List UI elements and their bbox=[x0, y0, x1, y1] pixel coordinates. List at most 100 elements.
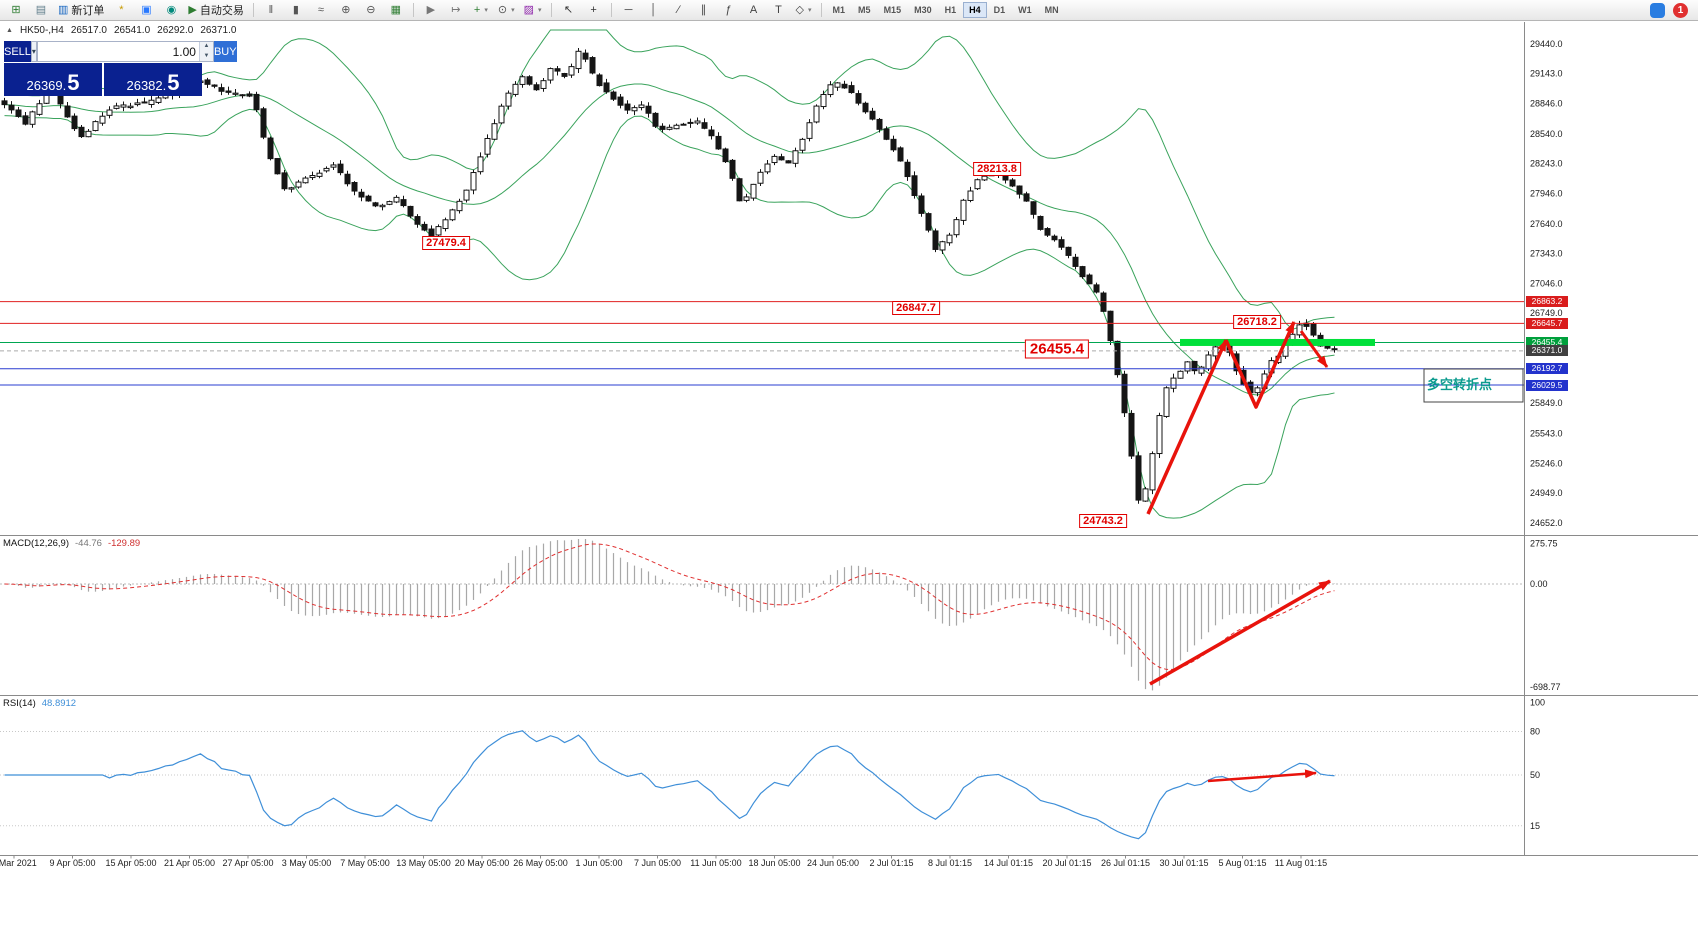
auto-scroll-icon[interactable]: ▶ bbox=[419, 1, 443, 19]
price-annotation-label[interactable]: 26455.4 bbox=[1024, 339, 1090, 359]
turning-point-label[interactable]: 多空转折点 bbox=[1427, 377, 1493, 392]
crosshair-icon[interactable]: + bbox=[582, 1, 606, 19]
svg-text:275.75: 275.75 bbox=[1530, 538, 1558, 548]
templates-icon-dropdown[interactable]: ▾ bbox=[538, 7, 542, 14]
arrows-icon[interactable]: ◇ ▾ bbox=[792, 1, 816, 19]
chart-shift-icon[interactable]: ↦ bbox=[444, 1, 468, 19]
svg-text:0.00: 0.00 bbox=[1530, 579, 1548, 589]
macd-main-value: -44.76 bbox=[75, 538, 102, 549]
zoom-out-icon[interactable]: ⊖ bbox=[359, 1, 383, 19]
svg-text:24949.0: 24949.0 bbox=[1530, 488, 1563, 498]
svg-text:26749.0: 26749.0 bbox=[1530, 308, 1563, 318]
bar-chart-icon[interactable]: ‖ bbox=[259, 1, 283, 19]
channel-icon[interactable]: ∥ bbox=[692, 1, 716, 19]
price-annotation-label[interactable]: 24743.2 bbox=[1079, 514, 1127, 528]
reversal-arrow[interactable] bbox=[1299, 330, 1329, 368]
svg-text:9 Apr 05:00: 9 Apr 05:00 bbox=[49, 858, 95, 868]
buy-button[interactable]: BUY bbox=[213, 41, 237, 62]
toolbar-separator bbox=[820, 3, 822, 17]
buy-price-big-digit: 5 bbox=[167, 70, 180, 95]
svg-text:21 Apr 05:00: 21 Apr 05:00 bbox=[164, 858, 215, 868]
chart-info-line: ▲ HK50-,H4 26517.0 26541.0 26292.0 26371… bbox=[6, 25, 236, 36]
volume-field: ▲ ▼ bbox=[36, 41, 214, 62]
templates-icon[interactable]: ▨ ▾ bbox=[520, 1, 546, 19]
rally-arrow[interactable] bbox=[1146, 339, 1228, 515]
timeframe-m5-button[interactable]: M5 bbox=[858, 5, 871, 15]
svg-text:14 Jul 01:15: 14 Jul 01:15 bbox=[984, 858, 1033, 868]
volume-increase-button[interactable]: ▲ bbox=[199, 42, 213, 52]
text-icon[interactable]: A bbox=[742, 1, 766, 19]
candlestick-chart-icon[interactable]: ▮ bbox=[284, 1, 308, 19]
timeframe-m1-button[interactable]: M1 bbox=[832, 5, 846, 15]
timeframe-mn-button[interactable]: MN bbox=[1044, 5, 1059, 15]
profiles-icon[interactable]: ▤ bbox=[29, 1, 53, 19]
metaeditor-icon[interactable]: ◉ bbox=[159, 1, 183, 19]
volume-input[interactable] bbox=[37, 42, 199, 61]
terminal-icon: ▣ bbox=[141, 4, 152, 16]
timeframe-d1-button[interactable]: D1 bbox=[993, 5, 1006, 15]
bar-chart-icon: ‖ bbox=[268, 4, 274, 16]
sell-price-display[interactable]: 26369. 5 bbox=[4, 63, 102, 96]
price-axis[interactable]: 29440.0 29143.0 28846.0 28540.0 28243.0 27946… bbox=[1530, 39, 1563, 528]
price-annotation-label[interactable]: 26847.7 bbox=[892, 301, 940, 315]
svg-text:30 Jul 01:15: 30 Jul 01:15 bbox=[1159, 858, 1208, 868]
price-axis-tag: 26455.4 bbox=[1526, 336, 1568, 348]
price-annotation-label[interactable]: 27479.4 bbox=[422, 236, 470, 250]
macd-trend-arrow[interactable] bbox=[1149, 579, 1331, 686]
autotrading-button[interactable]: ▶ 自动交易 bbox=[184, 1, 247, 19]
volume-dropdown[interactable]: ▾ bbox=[30, 41, 37, 62]
indicators-add-icon[interactable]: + ▾ bbox=[469, 1, 493, 19]
line-chart-icon[interactable]: ≈ bbox=[309, 1, 333, 19]
terminal-icon[interactable]: ▣ bbox=[134, 1, 158, 19]
horizontal-line-icon[interactable]: ─ bbox=[617, 1, 641, 19]
cursor-icon: ↖ bbox=[563, 4, 574, 16]
trendline-icon[interactable]: ∕ bbox=[667, 1, 691, 19]
chat-icon[interactable] bbox=[1650, 2, 1665, 18]
toolbar-right-icons: 1 bbox=[1650, 2, 1694, 18]
label-icon: T bbox=[775, 4, 782, 16]
low-value: 26292.0 bbox=[157, 25, 194, 36]
tile-windows-icon[interactable]: ▦ bbox=[384, 1, 408, 19]
timeframe-h1-button[interactable]: H1 bbox=[944, 5, 957, 15]
panel-separators bbox=[0, 22, 1698, 856]
new-chart-icon: ⊞ bbox=[11, 4, 21, 16]
macd-axis[interactable]: 275.75 0.00 -698.77 bbox=[1530, 538, 1561, 692]
zoom-in-icon[interactable]: ⊕ bbox=[334, 1, 358, 19]
timeframe-w1-button[interactable]: W1 bbox=[1018, 5, 1032, 15]
price-annotation-label[interactable]: 28213.8 bbox=[973, 162, 1021, 176]
rsi-trend-arrow[interactable] bbox=[1207, 769, 1317, 783]
timeframe-m15-button[interactable]: M15 bbox=[883, 5, 902, 15]
label-icon[interactable]: T bbox=[767, 1, 791, 19]
rsi-axis[interactable]: 100 80 50 15 bbox=[1530, 698, 1545, 831]
buy-price-display[interactable]: 26382. 5 bbox=[104, 63, 202, 96]
periods-icon[interactable]: ⊙ ▾ bbox=[494, 1, 519, 19]
sell-button[interactable]: SELL bbox=[4, 41, 31, 62]
drawn-annotations-layer[interactable] bbox=[1146, 321, 1524, 783]
one-click-trading-panel: SELL ▾ ▲ ▼ BUY 26369.5 26382.5 bbox=[4, 41, 237, 96]
close-value: 26371.0 bbox=[200, 25, 237, 36]
zoom-in-icon: ⊕ bbox=[341, 4, 351, 16]
fibonacci-icon[interactable]: ƒ bbox=[717, 1, 741, 19]
price-levels-layer[interactable] bbox=[0, 301, 1524, 386]
vertical-line-icon[interactable]: │ bbox=[642, 1, 666, 19]
cursor-icon[interactable]: ↖ bbox=[557, 1, 581, 19]
pullback-arrow[interactable] bbox=[1224, 321, 1296, 409]
timeframe-m30-button[interactable]: M30 bbox=[914, 5, 932, 15]
periods-icon-dropdown[interactable]: ▾ bbox=[511, 7, 515, 14]
svg-text:1 Mar 2021: 1 Mar 2021 bbox=[0, 858, 37, 868]
volume-decrease-button[interactable]: ▼ bbox=[199, 51, 213, 61]
symbol-period-label: HK50-,H4 bbox=[19, 25, 64, 36]
strategy-tester-icon[interactable]: * bbox=[109, 1, 133, 19]
arrows-icon-dropdown[interactable]: ▾ bbox=[808, 7, 812, 14]
toolbar-separator bbox=[550, 3, 552, 17]
new-chart-icon[interactable]: ⊞ bbox=[4, 1, 28, 19]
notifications-badge[interactable]: 1 bbox=[1673, 2, 1688, 18]
timeframe-h4-button[interactable]: H4 bbox=[963, 2, 987, 18]
indicators-add-icon-dropdown[interactable]: ▾ bbox=[484, 7, 488, 14]
time-axis[interactable]: 1 Mar 2021 9 Apr 05:00 15 Apr 05:00 21 Apr … bbox=[0, 855, 1327, 869]
sell-price-main: 26369. bbox=[26, 78, 67, 93]
new-order-button[interactable]: ▥ 新订单 bbox=[54, 1, 108, 19]
svg-text:27 Apr 05:00: 27 Apr 05:00 bbox=[222, 858, 273, 868]
price-annotation-label[interactable]: 26718.2 bbox=[1233, 315, 1281, 329]
